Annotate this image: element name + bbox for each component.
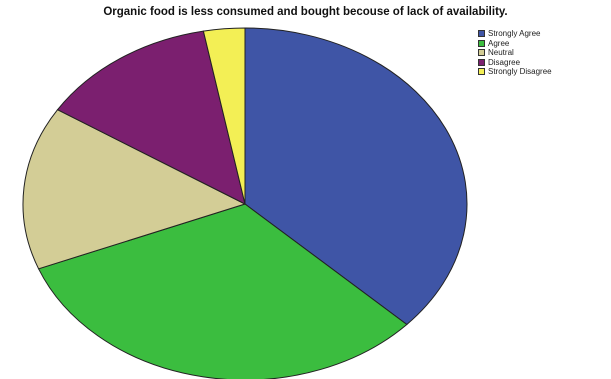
legend-label: Strongly Disagree [488,67,552,76]
pie-slice-neutral [22,109,247,270]
pie-slice-disagree [56,30,246,205]
pie-slice-agree [37,203,408,379]
legend-item: Strongly Disagree [478,67,552,77]
legend-label: Agree [488,38,510,48]
legend-swatch [478,58,485,66]
chart-title: Organic food is less consumed and bought… [103,6,508,18]
legend-label: Neutral [488,48,514,57]
legend-label: Disagree [488,57,521,67]
legend-swatch [478,39,485,47]
pie-slice-strongly-disagree [202,27,246,205]
pie-slice-strongly-agree [244,27,468,326]
legend-swatch [478,68,485,76]
legend-item: Neutral [478,48,552,58]
legend-swatch [478,30,485,38]
legend-label: Strongly Agree [488,29,541,38]
legend-item: Strongly Agree [478,29,552,39]
legend-item: Agree [478,39,552,49]
legend-item: Disagree [478,58,552,68]
legend: Strongly Agree Agree Neutral Disagree Strong… [478,29,552,77]
legend-swatch [478,49,485,57]
